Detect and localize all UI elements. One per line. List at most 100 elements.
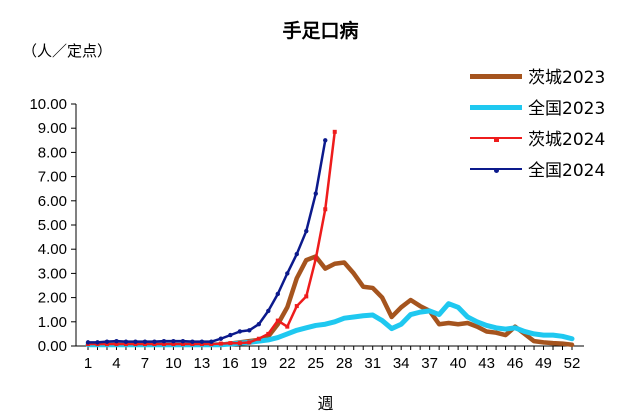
legend-label: 茨城2024 (528, 130, 606, 150)
x-tick-label: 28 (336, 355, 353, 372)
y-tick-label: 10.00 (29, 96, 67, 113)
legend-swatch (470, 104, 522, 110)
data-point (304, 294, 309, 299)
data-point (190, 342, 195, 347)
data-point (323, 207, 328, 212)
data-point (85, 340, 91, 345)
x-tick-label: 10 (165, 355, 182, 372)
data-point (237, 341, 242, 346)
data-point (95, 340, 100, 345)
legend-item: 全国2024 (470, 155, 635, 186)
data-point (133, 342, 138, 347)
x-tick-label: 52 (564, 355, 581, 372)
y-tick-label: 0.00 (38, 338, 67, 355)
legend-swatch (470, 167, 522, 173)
data-point (285, 271, 290, 276)
chart-title: 手足口病 (282, 20, 359, 42)
legend-item: 茨城2023 (470, 62, 635, 93)
data-point (123, 339, 129, 344)
data-point (247, 328, 252, 333)
data-point (180, 338, 186, 344)
legend-label: 全国2024 (528, 161, 606, 181)
series-line (86, 130, 336, 346)
legend-label: 茨城2023 (528, 68, 606, 88)
data-point (161, 338, 167, 344)
data-point (218, 336, 224, 341)
y-tick-label: 2.00 (38, 290, 67, 307)
series-line (85, 301, 575, 348)
data-point (133, 339, 138, 344)
data-point (171, 342, 176, 347)
data-point (294, 304, 299, 309)
data-point (332, 129, 337, 134)
data-point (304, 228, 309, 234)
x-tick-label: 40 (450, 355, 467, 372)
data-point (152, 342, 157, 347)
data-point (228, 341, 233, 346)
x-tick-label: 1 (84, 355, 92, 372)
data-point (142, 339, 148, 344)
data-point (285, 324, 290, 329)
x-tick-label: 37 (421, 355, 438, 372)
data-point (256, 336, 261, 341)
y-tick-label: 9.00 (38, 120, 67, 137)
data-point (199, 339, 205, 344)
data-point (313, 256, 318, 261)
data-point (171, 338, 176, 344)
data-point (142, 342, 147, 347)
data-point (180, 342, 185, 347)
legend-item: 茨城2024 (470, 124, 635, 155)
x-tick-label: 46 (507, 355, 524, 372)
x-tick-label: 34 (393, 355, 410, 372)
data-point (275, 291, 281, 297)
data-point (114, 342, 119, 347)
data-point (323, 138, 328, 143)
data-point (313, 191, 318, 196)
x-tick-label: 49 (535, 355, 552, 372)
data-point (209, 339, 214, 344)
data-point (275, 318, 280, 323)
series-line (85, 254, 575, 348)
y-tick-label: 1.00 (38, 314, 67, 331)
data-point (104, 342, 109, 347)
y-tick-label: 5.00 (38, 217, 67, 234)
data-point (104, 339, 110, 344)
data-point (161, 342, 166, 347)
x-axis-title: 週 (317, 394, 334, 413)
x-tick-label: 7 (141, 355, 149, 372)
y-axis-unit-label: （人／定点） (22, 42, 113, 60)
x-tick-label: 4 (112, 355, 120, 372)
x-tick-label: 19 (250, 355, 267, 372)
x-tick-label: 22 (279, 355, 296, 372)
data-point (152, 339, 157, 344)
y-tick-label: 6.00 (38, 193, 67, 210)
y-tick-label: 7.00 (38, 169, 67, 186)
legend-label: 全国2023 (528, 99, 606, 119)
data-point (237, 329, 243, 334)
legend-swatch (470, 73, 522, 79)
data-point (114, 338, 119, 344)
legend-marker (494, 167, 499, 173)
data-point (294, 251, 299, 257)
data-point (228, 332, 233, 338)
legend-item: 全国2023 (470, 93, 635, 124)
data-point (199, 342, 204, 347)
data-point (266, 308, 271, 314)
legend-swatch (470, 136, 522, 142)
y-tick-label: 8.00 (38, 144, 67, 161)
data-point (256, 322, 262, 327)
data-point (190, 339, 195, 344)
x-tick-label: 16 (222, 355, 239, 372)
data-point (123, 342, 128, 347)
legend: 茨城2023 全国2023 茨城2024 全国2024 (470, 62, 635, 186)
y-tick-label: 4.00 (38, 241, 67, 258)
data-point (218, 341, 223, 346)
legend-marker (494, 136, 499, 142)
y-tick-label: 3.00 (38, 265, 67, 282)
x-tick-label: 13 (194, 355, 211, 372)
data-point (247, 340, 252, 345)
x-tick-label: 43 (478, 355, 495, 372)
data-point (209, 342, 214, 347)
